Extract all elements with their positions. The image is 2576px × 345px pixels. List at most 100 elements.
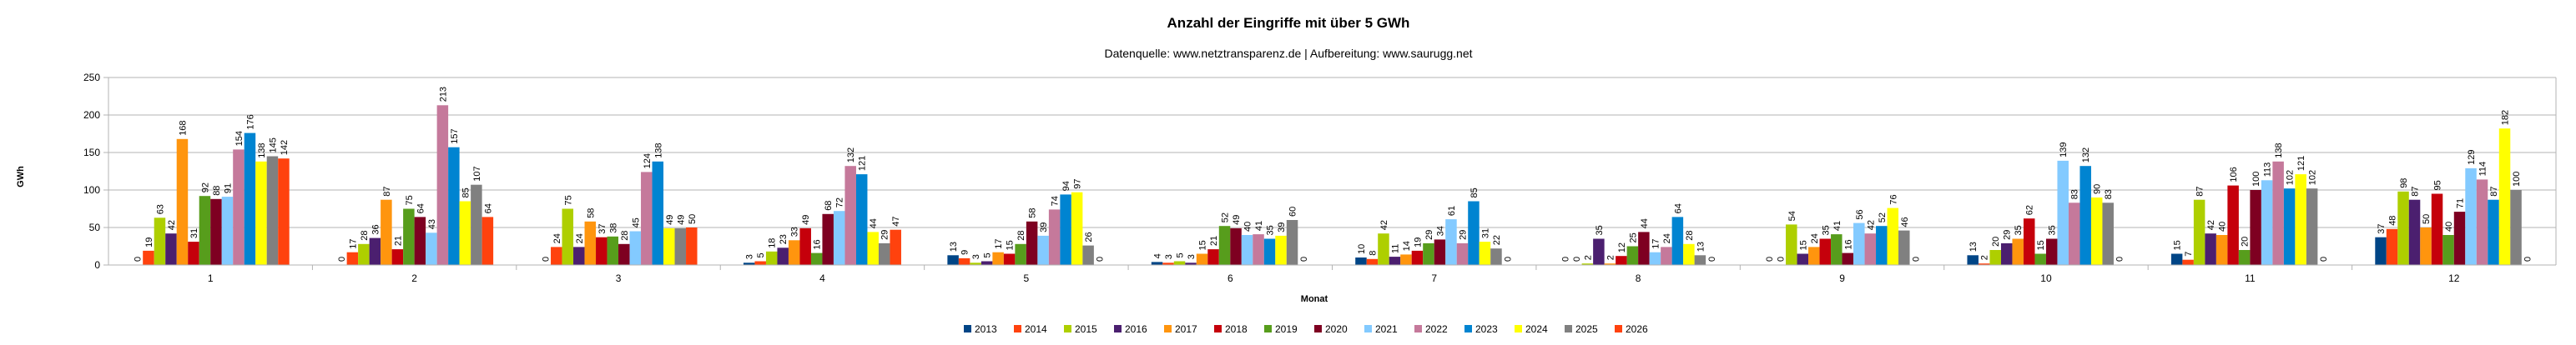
data-label: 34 (1435, 226, 1445, 236)
bar (2023, 218, 2035, 265)
legend-label: 2026 (1626, 323, 1648, 335)
data-label: 72 (835, 198, 845, 208)
data-label: 145 (268, 138, 278, 152)
bar (471, 184, 482, 265)
bar (2090, 198, 2103, 265)
data-label: 85 (1469, 188, 1480, 198)
bar (1253, 234, 1264, 265)
bar (1389, 257, 1401, 265)
data-label: 71 (2456, 198, 2466, 208)
bar (2182, 259, 2194, 265)
data-label: 28 (620, 231, 630, 241)
data-label: 21 (1209, 236, 1219, 246)
chart-title: Anzahl der Eingriffe mit über 5 GWh (1167, 15, 1410, 31)
bar (2488, 199, 2499, 265)
legend-label: 2017 (1175, 323, 1197, 335)
legend-swatch (1314, 325, 1322, 332)
data-label: 68 (824, 201, 834, 211)
data-label: 24 (1810, 233, 1820, 243)
data-label: 58 (1028, 208, 1038, 218)
data-label: 76 (1888, 194, 1898, 204)
bar (2216, 235, 2228, 265)
legend-label: 2019 (1275, 323, 1298, 335)
data-label: 0 (541, 257, 551, 262)
y-tick-label: 50 (89, 222, 101, 233)
bar (584, 221, 597, 265)
bar (1797, 253, 1809, 265)
bar (867, 232, 879, 265)
bar (1015, 243, 1026, 265)
data-label: 49 (1232, 215, 1242, 225)
data-label: 49 (801, 215, 811, 225)
data-label: 42 (1866, 220, 1876, 230)
bar (1423, 242, 1434, 265)
legend-label: 2024 (1525, 323, 1548, 335)
bar (2272, 161, 2284, 265)
data-label: 102 (2308, 170, 2318, 185)
bar (233, 149, 244, 265)
data-label: 35 (2048, 225, 2058, 235)
data-label: 40 (2444, 222, 2454, 232)
bar (970, 262, 981, 265)
legend-label: 2014 (1025, 323, 1047, 335)
data-label: 56 (1855, 209, 1865, 219)
data-label: 0 (1776, 257, 1786, 262)
data-label: 138 (257, 142, 267, 158)
bar (2465, 168, 2477, 265)
bar (2000, 242, 2013, 265)
data-label: 35 (1266, 225, 1276, 235)
data-label: 0 (2523, 257, 2533, 262)
data-label: 13 (1696, 242, 1706, 252)
data-label: 12 (1617, 242, 1627, 252)
data-label: 132 (2081, 148, 2091, 162)
data-label: 168 (178, 120, 188, 135)
bar (244, 132, 256, 265)
bar (2408, 199, 2421, 265)
legend-label: 2022 (1425, 323, 1448, 335)
bar (1082, 245, 1094, 265)
data-label: 31 (1480, 228, 1490, 238)
bar (1355, 258, 1367, 265)
data-label: 13 (1969, 242, 1979, 252)
data-label: 25 (1628, 232, 1638, 242)
bar (573, 247, 585, 265)
legend-swatch (1565, 325, 1572, 332)
bar (1661, 247, 1672, 265)
bar (754, 261, 766, 265)
legend-swatch (1064, 325, 1071, 332)
data-label: 39 (1277, 222, 1287, 232)
legend-swatch (1214, 325, 1222, 332)
y-tick-label: 200 (83, 109, 100, 121)
data-label: 15 (1006, 240, 1016, 250)
data-label: 64 (416, 203, 426, 213)
x-tick-label: 1 (208, 272, 214, 284)
bar (143, 250, 154, 265)
bar (2238, 250, 2251, 265)
x-tick-label: 6 (1228, 272, 1233, 284)
data-label: 139 (2059, 142, 2069, 158)
data-label: 44 (869, 218, 879, 228)
bar (2283, 188, 2296, 265)
bar (1842, 252, 1854, 265)
bar (2250, 190, 2261, 265)
bar (1876, 226, 1888, 265)
data-label: 40 (1243, 222, 1253, 232)
data-label: 29 (880, 230, 890, 240)
legend-swatch (1515, 325, 1522, 332)
bar (1887, 208, 1899, 265)
bar (1026, 221, 1038, 265)
data-label: 0 (1911, 257, 1921, 262)
data-label: 182 (2501, 110, 2511, 125)
bar (2193, 199, 2205, 265)
bar (833, 211, 845, 265)
bar (844, 166, 856, 265)
bar (2261, 180, 2273, 265)
bar (2420, 228, 2432, 265)
bar (1593, 238, 1605, 265)
data-label: 37 (2377, 223, 2387, 233)
data-label: 129 (2467, 150, 2477, 165)
bar (1366, 258, 1379, 265)
bar (890, 229, 901, 265)
data-label: 0 (1560, 257, 1570, 262)
data-label: 36 (371, 224, 381, 234)
